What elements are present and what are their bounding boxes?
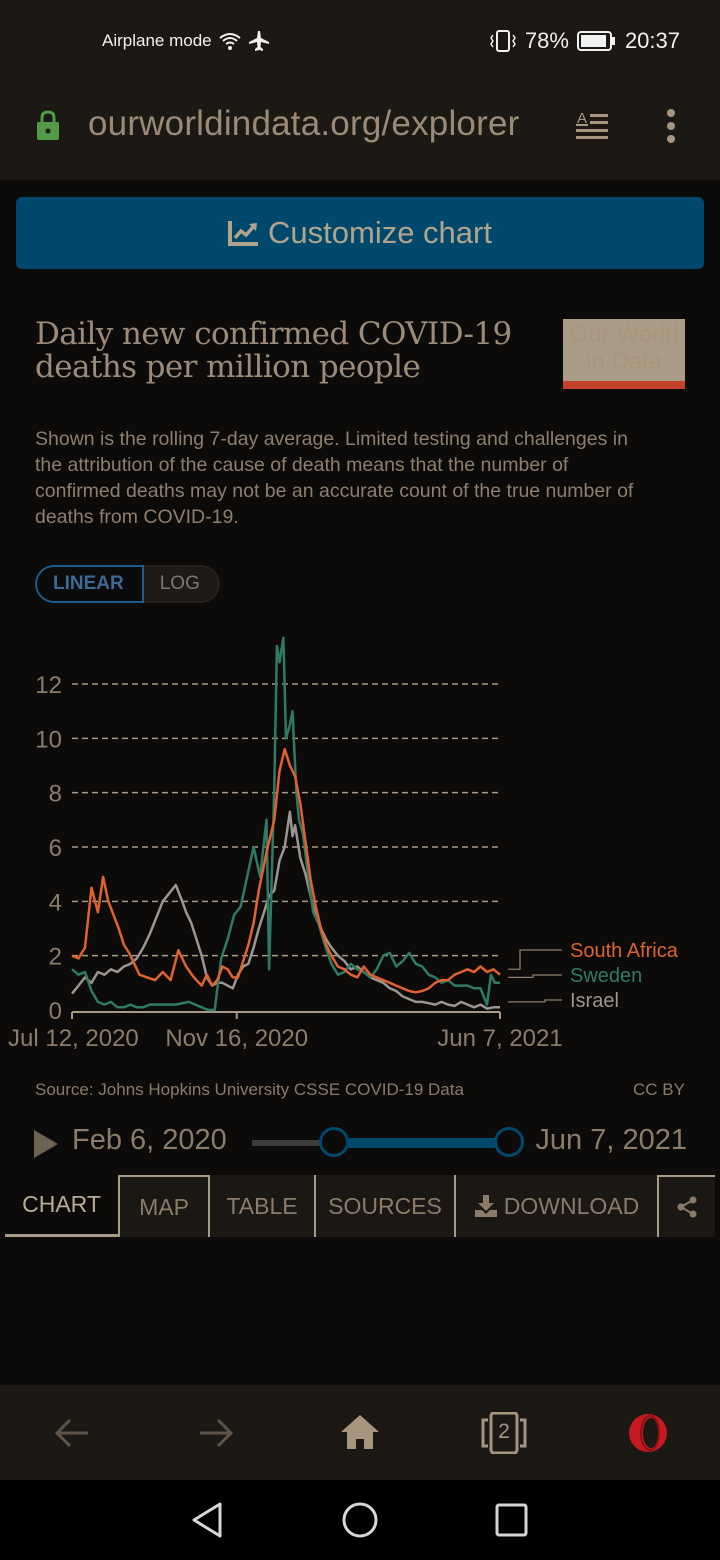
timeline-slider: Feb 6, 2020 Jun 7, 2021 xyxy=(0,1120,720,1168)
x-tick-label: Jun 7, 2021 xyxy=(437,1025,562,1052)
vibrate-icon xyxy=(489,30,516,52)
legend-label[interactable]: South Africa xyxy=(570,940,679,962)
chart-tabs: CHART MAP TABLE SOURCES DOWNLOAD xyxy=(0,1175,720,1239)
timeline-start-date: Feb 6, 2020 xyxy=(72,1124,227,1156)
legend-label[interactable]: Sweden xyxy=(570,965,642,987)
share-icon xyxy=(677,1196,697,1218)
y-tick-label: 8 xyxy=(49,781,62,808)
tab-map-label: MAP xyxy=(139,1193,189,1220)
tab-download[interactable]: DOWNLOAD xyxy=(454,1175,657,1237)
airplane-icon xyxy=(248,31,269,51)
chart-subtitle: Shown is the rolling 7-day average. Limi… xyxy=(35,428,634,528)
tab-table[interactable]: TABLE xyxy=(208,1175,314,1237)
logo-line-1: Our World xyxy=(569,321,679,348)
battery-percent: 78% xyxy=(524,28,569,53)
timeline-track[interactable] xyxy=(252,1140,334,1146)
back-arrow-icon[interactable] xyxy=(54,1415,90,1451)
wifi-icon xyxy=(219,33,241,50)
y-tick-label: 12 xyxy=(35,672,62,699)
log-scale-button[interactable]: LOG xyxy=(143,565,220,603)
tab-share[interactable] xyxy=(657,1175,715,1237)
series-line-south-africa[interactable] xyxy=(71,747,501,994)
battery-icon xyxy=(576,31,615,51)
tab-download-label: DOWNLOAD xyxy=(503,1192,640,1219)
legend-label[interactable]: Israel xyxy=(570,990,619,1012)
tab-table-label: TABLE xyxy=(226,1192,298,1219)
y-tick-label: 0 xyxy=(49,998,62,1025)
toggle-divider xyxy=(141,565,144,603)
tab-sources[interactable]: SOURCES xyxy=(314,1175,454,1237)
play-icon[interactable] xyxy=(34,1130,58,1158)
legend: South Africa Sweden Israel xyxy=(508,940,679,1012)
series-line-sweden[interactable] xyxy=(71,636,500,1012)
x-axis: Jul 12, 2020 Nov 16, 2020 Jun 7, 2021 xyxy=(8,1011,563,1052)
source-note[interactable]: Source: Johns Hopkins University CSSE CO… xyxy=(35,1080,464,1099)
forward-arrow-icon[interactable] xyxy=(198,1415,234,1451)
customize-chart-label: Customize chart xyxy=(268,215,492,250)
status-bar: Airplane mode 78% 20:37 xyxy=(0,0,720,84)
browser-bottom-nav: 2 xyxy=(0,1385,720,1480)
back-triangle-icon[interactable] xyxy=(190,1502,224,1538)
chart-line-icon xyxy=(228,221,259,246)
download-icon xyxy=(474,1195,497,1217)
logo-line-2: in Data xyxy=(585,348,663,375)
y-axis-ticks: 0 2 4 6 8 10 12 xyxy=(35,672,62,1025)
clock: 20:37 xyxy=(624,28,680,53)
tabs-button[interactable]: 2 xyxy=(480,1412,528,1454)
timeline-end-handle[interactable] xyxy=(494,1127,524,1157)
reader-mode-icon[interactable]: A xyxy=(576,110,610,142)
line-chart: 0 2 4 6 8 10 12 Jul 12, 2020 Nov 16, 2020 Jun 7,… xyxy=(8,636,679,1052)
home-icon[interactable] xyxy=(340,1413,380,1451)
lock-icon xyxy=(37,110,59,140)
linear-scale-button[interactable]: LINEAR xyxy=(35,565,142,603)
y-tick-label: 2 xyxy=(49,944,62,971)
y-tick-label: 10 xyxy=(35,726,62,753)
svg-text:A: A xyxy=(577,110,587,127)
legend-connector xyxy=(508,949,562,970)
recents-square-icon[interactable] xyxy=(495,1502,529,1538)
chart-title: Daily new confirmed COVID-19 deaths per … xyxy=(35,316,512,385)
customize-chart-button[interactable]: Customize chart xyxy=(16,197,704,269)
scale-toggle: LINEAR LOG xyxy=(35,565,220,603)
y-tick-label: 6 xyxy=(49,835,62,862)
url-field[interactable]: ourworldindata.org/explorer xyxy=(88,104,520,143)
owid-logo[interactable]: Our World in Data xyxy=(563,319,685,389)
x-tick-label: Jul 12, 2020 xyxy=(8,1025,139,1052)
x-tick-label: Nov 16, 2020 xyxy=(165,1025,308,1052)
series-line-israel[interactable] xyxy=(71,810,500,1010)
series-lines xyxy=(71,636,501,1012)
menu-dots-icon[interactable] xyxy=(664,108,678,144)
timeline-start-handle[interactable] xyxy=(319,1127,349,1157)
license-link[interactable]: CC BY xyxy=(633,1080,685,1099)
legend-connector xyxy=(508,974,562,979)
legend-connector xyxy=(508,999,562,1003)
timeline-end-date: Jun 7, 2021 xyxy=(535,1124,687,1156)
y-tick-label: 4 xyxy=(49,889,62,916)
timeline-selected-range[interactable] xyxy=(334,1138,509,1148)
tab-sources-label: SOURCES xyxy=(328,1192,442,1219)
home-circle-icon[interactable] xyxy=(342,1502,378,1538)
tab-map[interactable]: MAP xyxy=(118,1175,208,1237)
opera-icon[interactable] xyxy=(627,1412,669,1454)
logo-red-bar xyxy=(563,381,685,389)
tabs-icon xyxy=(481,1412,527,1454)
airplane-mode-label: Airplane mode xyxy=(102,31,212,50)
tab-chart-label: CHART xyxy=(22,1191,101,1217)
tab-chart[interactable]: CHART xyxy=(5,1175,118,1237)
tab-count: 2 xyxy=(498,1420,510,1443)
system-navigation-bar xyxy=(0,1480,720,1560)
